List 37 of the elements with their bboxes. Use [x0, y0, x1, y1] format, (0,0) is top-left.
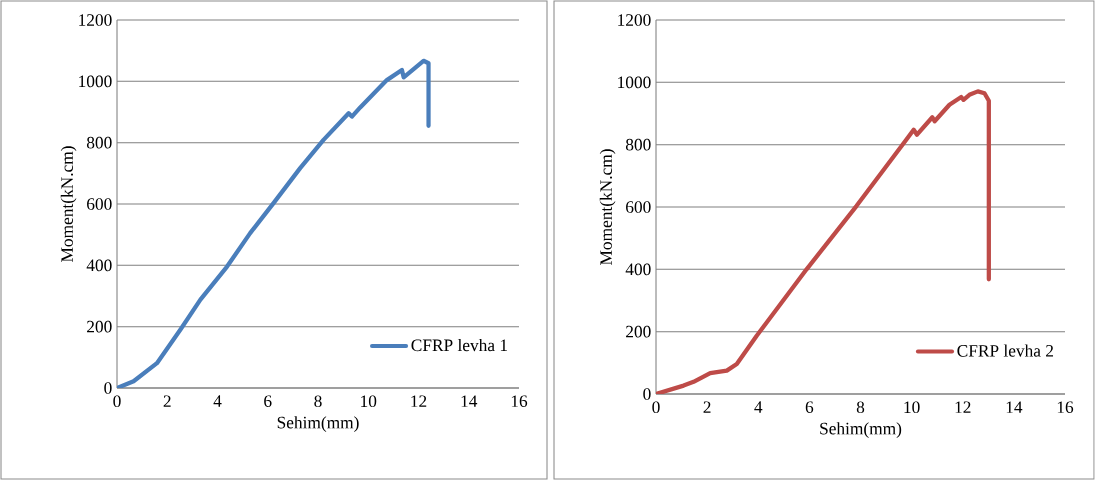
x-tick-label: 8 [856, 401, 865, 414]
y-tick-label: 1000 [79, 75, 112, 88]
x-tick-label: 2 [703, 401, 711, 413]
x-tick-label: 4 [754, 401, 763, 413]
y-tick-label: 600 [626, 201, 651, 213]
x-tick-label: 8 [314, 395, 322, 408]
x-tick-label: 10 [904, 401, 920, 414]
x-tick-label: 6 [805, 401, 814, 414]
x-tick-label: 6 [264, 395, 272, 408]
x-tick-label: 4 [213, 395, 222, 407]
y-tick-label: 600 [87, 198, 112, 210]
x-tick-label: 0 [652, 401, 660, 414]
legend-label: CFRP levha 2 [957, 344, 1054, 357]
y-axis-title: Moment(kN.cm) [60, 146, 77, 262]
y-tick-label: 1200 [79, 14, 112, 26]
x-axis-title: Sehim(mm) [277, 416, 359, 432]
x-tick-label: 10 [361, 395, 377, 408]
y-tick-label: 800 [86, 136, 112, 149]
y-tick-label: 1000 [618, 76, 651, 89]
y-tick-label: 1200 [618, 14, 651, 26]
y-tick-label: 0 [104, 382, 112, 394]
x-tick-label: 12 [411, 395, 427, 407]
y-axis-title: Moment(kN.cm) [599, 149, 616, 265]
x-axis-title: Sehim(mm) [820, 422, 902, 438]
y-tick-label: 800 [625, 138, 651, 151]
x-tick-label: 0 [113, 395, 121, 408]
x-tick-label: 16 [1057, 401, 1074, 414]
x-tick-label: 16 [511, 395, 528, 408]
y-tick-label: 200 [626, 325, 651, 338]
x-tick-label: 14 [1006, 401, 1023, 413]
x-tick-label: 12 [955, 401, 971, 413]
legend-label: CFRP levha 1 [411, 338, 507, 352]
y-tick-label: 200 [87, 320, 112, 333]
x-tick-label: 2 [163, 395, 171, 407]
y-tick-label: 400 [625, 263, 651, 276]
x-tick-label: 14 [461, 395, 478, 407]
y-tick-label: 400 [86, 259, 112, 272]
